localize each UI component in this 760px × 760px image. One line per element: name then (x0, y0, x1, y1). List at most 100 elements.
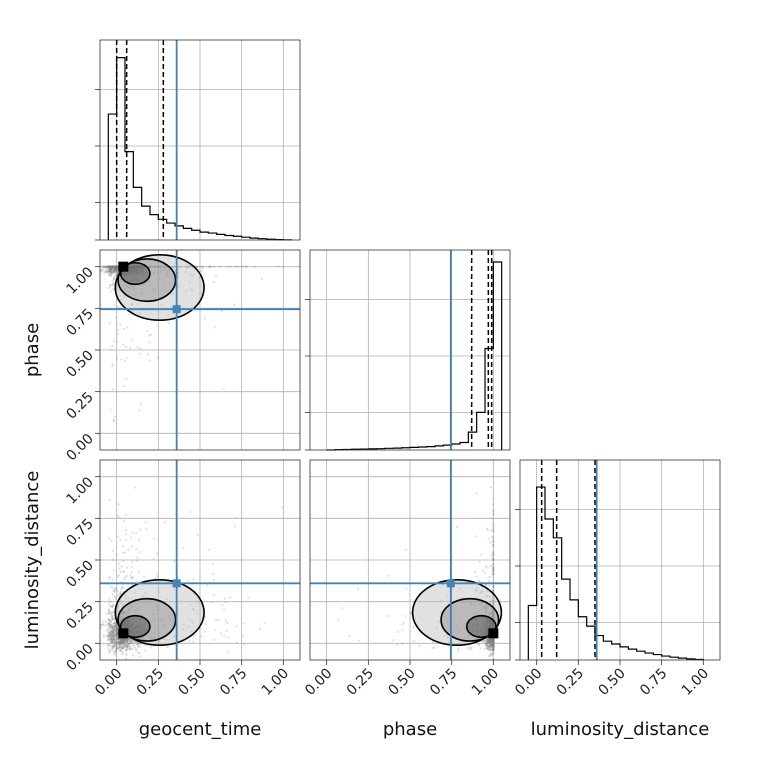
sample-point (112, 635, 115, 639)
sample-point (491, 620, 494, 624)
sample-point (128, 266, 132, 269)
sample-point (491, 649, 494, 652)
sample-point (492, 622, 495, 625)
sample-point (114, 267, 117, 270)
sample-point (114, 640, 117, 644)
sample-point (483, 622, 486, 625)
sample-point (119, 640, 122, 643)
sample-point (235, 641, 239, 644)
sample-point (167, 321, 170, 325)
sample-point (158, 640, 161, 643)
sample-point (115, 647, 118, 650)
sample-point (490, 620, 494, 623)
sample-point (139, 632, 143, 635)
sample-point (491, 621, 494, 624)
sample-point (131, 628, 135, 631)
sample-point (114, 265, 117, 268)
sample-point (129, 640, 132, 643)
sample-point (108, 267, 111, 271)
sample-point (484, 629, 487, 633)
sample-point (454, 622, 457, 626)
sample-point (490, 637, 493, 641)
sample-point (125, 619, 128, 622)
sample-point (491, 612, 494, 615)
sample-point (149, 618, 152, 621)
sample-point (492, 651, 495, 654)
sample-point (488, 621, 491, 625)
sample-point (125, 645, 129, 648)
sample-point (127, 272, 130, 276)
sample-point (492, 498, 495, 501)
sample-point (119, 646, 122, 649)
sample-point (122, 647, 125, 650)
sample-point (133, 591, 137, 594)
sample-point (133, 270, 136, 273)
sample-point (114, 265, 117, 268)
sample-point (137, 271, 140, 274)
sample-point (124, 638, 127, 641)
sample-point (140, 618, 144, 621)
sample-point (127, 642, 130, 646)
sample-point (116, 633, 119, 636)
sample-point (123, 640, 127, 643)
sample-point (138, 637, 142, 640)
sample-point (114, 638, 117, 641)
x-tick-label-geocent_time-3: 0.75 (217, 666, 250, 699)
sample-point (492, 626, 495, 629)
sample-point (108, 270, 112, 274)
sample-point (111, 638, 114, 641)
sample-point (120, 638, 123, 641)
sample-point (129, 630, 133, 633)
sample-point (110, 268, 113, 271)
sample-point (118, 647, 121, 650)
sample-point (122, 273, 125, 276)
sample-point (113, 265, 116, 268)
sample-point (492, 599, 495, 603)
sample-point (153, 636, 157, 639)
sample-point (127, 625, 130, 629)
sample-point (131, 617, 135, 620)
sample-point (125, 626, 128, 629)
sample-point (129, 627, 132, 630)
sample-point (110, 272, 114, 276)
sample-point (488, 584, 491, 587)
sample-point (136, 642, 139, 645)
sample-point (148, 265, 151, 268)
sample-point (128, 629, 131, 632)
sample-point (492, 616, 495, 620)
sample-point (122, 641, 125, 644)
sample-point (136, 627, 139, 630)
sample-point (114, 625, 117, 628)
sample-point (134, 641, 137, 644)
sample-point (116, 265, 119, 268)
sample-point (107, 631, 111, 634)
sample-point (234, 265, 237, 268)
sample-point (110, 614, 114, 617)
sample-point (458, 587, 462, 590)
sample-point (492, 623, 495, 626)
sample-point (105, 629, 109, 632)
sample-point (474, 618, 477, 621)
sample-point (112, 388, 115, 391)
sample-point (488, 639, 491, 642)
sample-point (124, 657, 128, 660)
sample-point (116, 269, 119, 272)
sample-point (121, 615, 124, 618)
sample-point (127, 596, 130, 599)
sample-point (138, 538, 141, 541)
sample-point (185, 266, 189, 269)
sample-point (162, 283, 165, 286)
sample-point (136, 272, 139, 275)
sample-point (488, 641, 491, 644)
sample-point (114, 265, 118, 268)
sample-point (135, 265, 138, 268)
x-tick-label-geocent_time-0: 0.00 (92, 666, 125, 699)
sample-point (492, 640, 495, 643)
sample-point (490, 639, 493, 642)
sample-point (486, 630, 489, 633)
sample-point (112, 630, 116, 633)
sample-point (151, 636, 154, 640)
sample-point (114, 643, 117, 646)
sample-point (492, 644, 495, 648)
sample-point (485, 641, 488, 645)
